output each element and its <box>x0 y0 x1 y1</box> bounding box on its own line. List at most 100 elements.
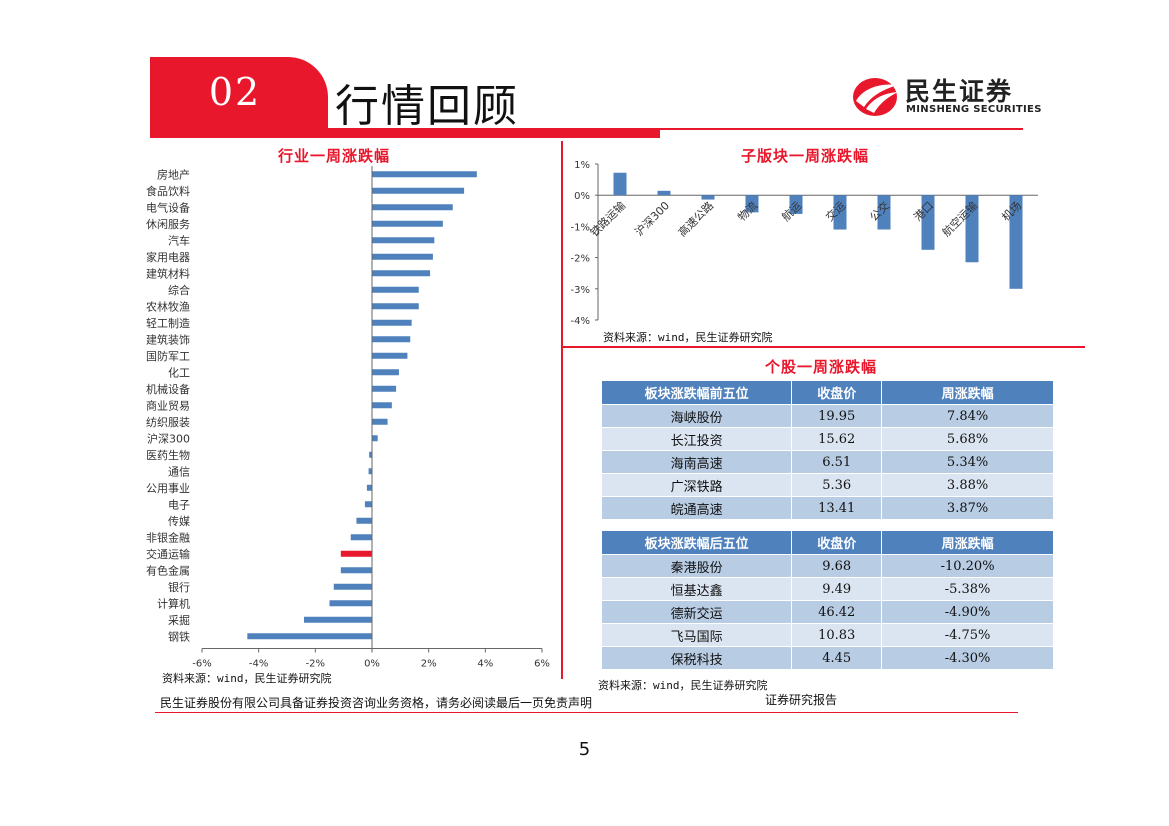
category-label: 轻工制造 <box>146 316 190 330</box>
table-row: 皖通高速 13.41 3.87% <box>602 496 1054 520</box>
column-header: 收盘价 <box>791 381 883 405</box>
stock-name: 海南高速 <box>602 450 793 474</box>
bar <box>372 385 397 392</box>
industry-chart-source: 资料来源：wind，民生证券研究院 <box>162 672 332 685</box>
category-label: 食品饮料 <box>146 184 190 198</box>
category-label: 汽车 <box>168 233 190 247</box>
category-label: 综合 <box>168 283 190 297</box>
y-tick-label: 1% <box>574 160 590 171</box>
category-label: 医药生物 <box>146 448 190 462</box>
stock-name: 海峡股份 <box>602 404 793 428</box>
category-label: 电气设备 <box>146 200 190 214</box>
bar <box>877 195 891 230</box>
bar <box>657 190 671 196</box>
stock-name: 保税科技 <box>602 646 793 670</box>
weekly-change: 3.87% <box>881 496 1054 520</box>
bar <box>613 172 627 196</box>
bottom-stocks-table: 板块涨跌幅后五位 收盘价 周涨跌幅 秦港股份 9.68 -10.20% 恒基达鑫 9.… <box>602 531 1054 670</box>
bar <box>372 319 412 326</box>
category-label: 纺织服装 <box>146 415 190 429</box>
stock-name: 皖通高速 <box>602 496 793 520</box>
table-row: 海峡股份 19.95 7.84% <box>602 404 1054 428</box>
subsector-chart-source: 资料来源：wind，民生证券研究院 <box>603 331 773 344</box>
category-label: 机械设备 <box>146 382 190 396</box>
column-header: 周涨跌幅 <box>881 531 1054 555</box>
close-price: 13.41 <box>791 496 883 520</box>
stock-name: 恒基达鑫 <box>602 577 793 601</box>
bar <box>372 435 378 442</box>
column-header: 收盘价 <box>791 531 883 555</box>
category-label: 农林牧渔 <box>146 299 190 313</box>
header-rule-thin <box>660 128 1023 130</box>
category-label: 铁路运输 <box>587 198 628 239</box>
category-label: 建筑装饰 <box>146 332 190 346</box>
column-header: 周涨跌幅 <box>881 381 1054 405</box>
weekly-change: -4.30% <box>881 646 1054 670</box>
category-label: 国防军工 <box>146 349 190 363</box>
section-tab <box>150 57 328 129</box>
close-price: 15.62 <box>791 427 883 451</box>
close-price: 5.36 <box>791 473 883 497</box>
weekly-change: 5.68% <box>881 427 1054 451</box>
x-tick-label: -6% <box>192 659 211 670</box>
close-price: 10.83 <box>791 623 883 647</box>
category-label: 采掘 <box>168 613 190 627</box>
y-tick-label: -3% <box>571 285 590 296</box>
x-tick-label: 4% <box>477 659 493 670</box>
table-row: 恒基达鑫 9.49 -5.38% <box>602 577 1054 601</box>
page-number: 5 <box>578 739 591 760</box>
bar <box>701 195 715 200</box>
logo-subtext: MINSHENG SECURITIES <box>906 104 1042 115</box>
section-number: 02 <box>208 70 262 114</box>
weekly-change: -5.38% <box>881 577 1054 601</box>
table-row: 广深铁路 5.36 3.88% <box>602 473 1054 497</box>
bar <box>340 550 372 557</box>
category-label: 公用事业 <box>146 482 190 495</box>
close-price: 9.49 <box>791 577 883 601</box>
category-label: 商业贸易 <box>146 398 190 412</box>
y-tick-label: -4% <box>571 316 590 327</box>
table-row: 飞马国际 10.83 -4.75% <box>602 623 1054 647</box>
header-rule <box>150 128 660 138</box>
bar <box>372 253 433 260</box>
bar <box>329 600 372 607</box>
subsector-bar-chart: 1%0%-1%-2%-3%-4%铁路运输 沪深300 高速公路 物流 航运 交运 公交 港口航… <box>571 160 1038 327</box>
bar <box>247 633 372 640</box>
category-label: 电子 <box>168 498 190 511</box>
weekly-change: -4.90% <box>881 600 1054 624</box>
bar <box>369 451 372 458</box>
category-label: 建筑材料 <box>146 266 190 280</box>
bar <box>372 402 392 409</box>
category-label: 房地产 <box>157 167 190 181</box>
stock-name: 德新交运 <box>602 600 793 624</box>
vertical-divider <box>561 141 563 679</box>
category-label: 传媒 <box>168 515 190 528</box>
bar <box>372 237 435 244</box>
category-label: 有色金属 <box>146 563 190 577</box>
bar <box>745 195 759 213</box>
logo-text: 民生证券 <box>905 77 1014 106</box>
x-tick-label: 0% <box>364 659 380 670</box>
category-label: 沪深300 <box>147 431 190 445</box>
minsheng-logo-icon <box>853 78 898 116</box>
subsector-chart-title: 子版块一周涨跌幅 <box>741 147 870 165</box>
table-row: 德新交运 46.42 -4.90% <box>602 600 1054 624</box>
footer-report-type: 证券研究报告 <box>765 693 838 707</box>
bar <box>340 567 372 574</box>
footer-rule <box>155 712 1018 713</box>
weekly-change: 7.84% <box>881 404 1054 428</box>
category-label: 休闲服务 <box>146 217 190 231</box>
category-label: 高速公路 <box>675 198 716 239</box>
stock-name: 秦港股份 <box>602 554 793 578</box>
bar <box>372 187 465 194</box>
weekly-change: -4.75% <box>881 623 1054 647</box>
industry-bar-chart: 房地产食品饮料电气设备休闲服务汽车家用电器建筑材料综合农林牧渔轻工制造建筑装饰国… <box>146 166 550 670</box>
y-tick-label: -2% <box>571 254 590 265</box>
weekly-change: 3.88% <box>881 473 1054 497</box>
table-row: 秦港股份 9.68 -10.20% <box>602 554 1054 578</box>
x-tick-label: -2% <box>306 659 325 670</box>
close-price: 4.45 <box>791 646 883 670</box>
x-tick-label: -4% <box>249 659 268 670</box>
bar <box>372 418 388 425</box>
page-title: 行情回顾 <box>335 81 519 132</box>
